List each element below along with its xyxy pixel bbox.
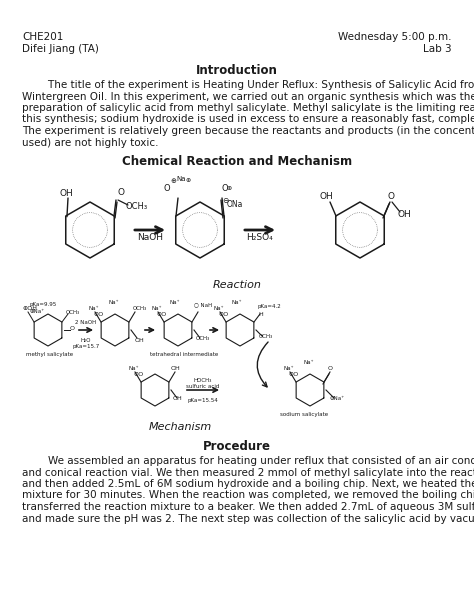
Text: The experiment is relatively green because the reactants and products (in the co: The experiment is relatively green becau… (22, 126, 474, 136)
Text: OCH₃: OCH₃ (133, 306, 147, 311)
Text: O: O (222, 184, 228, 193)
Text: pKa=15.54: pKa=15.54 (188, 398, 219, 403)
Text: methyl salicylate: methyl salicylate (26, 352, 73, 357)
Text: OH: OH (173, 396, 183, 401)
Text: Na: Na (176, 176, 185, 182)
Text: used) are not highly toxic.: used) are not highly toxic. (22, 137, 158, 148)
Text: ⊖: ⊖ (222, 196, 228, 205)
Text: O: O (328, 366, 333, 371)
Text: Difei Jiang (TA): Difei Jiang (TA) (22, 44, 99, 53)
Text: Introduction: Introduction (196, 64, 278, 77)
Text: tetrahedral intermediate: tetrahedral intermediate (150, 352, 218, 357)
Text: Wintergreen Oil. In this experiment, we carried out an organic synthesis which w: Wintergreen Oil. In this experiment, we … (22, 91, 474, 102)
Text: OH: OH (171, 366, 181, 371)
Text: CHE201: CHE201 (22, 32, 64, 42)
Text: transferred the reaction mixture to a beaker. We then added 2.7mL of aqueous 3M : transferred the reaction mixture to a be… (22, 502, 474, 512)
Text: OH: OH (398, 210, 412, 219)
Text: ○ NaH: ○ NaH (194, 302, 212, 307)
Text: O: O (118, 188, 125, 197)
Text: ONa: ONa (227, 200, 243, 209)
Text: and conical reaction vial. We then measured 2 mmol of methyl salicylate into the: and conical reaction vial. We then measu… (22, 468, 474, 478)
Text: Na⁺: Na⁺ (109, 300, 119, 305)
Text: ⊖Na⁺: ⊖Na⁺ (330, 396, 345, 401)
Text: H₂SO₄: H₂SO₄ (246, 233, 273, 242)
Text: O: O (388, 192, 395, 201)
Text: ⊕: ⊕ (185, 178, 190, 183)
Text: Na⁺: Na⁺ (284, 366, 294, 371)
Text: Na⁺: Na⁺ (170, 300, 181, 305)
Text: H: H (258, 312, 263, 317)
Text: ⊖O: ⊖O (156, 312, 166, 317)
Text: sulfuric acid: sulfuric acid (186, 384, 219, 389)
Text: Na⁺: Na⁺ (304, 360, 315, 365)
Text: this synthesis; sodium hydroxide is used in excess to ensure a reasonably fast, : this synthesis; sodium hydroxide is used… (22, 115, 474, 124)
Text: NaOH: NaOH (137, 233, 163, 242)
Text: Procedure: Procedure (203, 440, 271, 453)
Text: ⊕: ⊕ (170, 178, 176, 184)
Text: pKa=9.95: pKa=9.95 (30, 302, 57, 307)
Text: pKa=15.7: pKa=15.7 (73, 344, 100, 349)
Text: Mechanism: Mechanism (148, 422, 211, 432)
Text: OCH₃: OCH₃ (196, 336, 210, 341)
Text: Na⁺: Na⁺ (214, 306, 225, 311)
Text: ⊕OH: ⊕OH (22, 306, 37, 311)
Text: mixture for 30 minutes. When the reaction was completed, we removed the boiling : mixture for 30 minutes. When the reactio… (22, 490, 474, 500)
Text: OCH₃: OCH₃ (126, 202, 148, 211)
Text: OCH₃: OCH₃ (259, 334, 273, 339)
Text: Na⁺: Na⁺ (232, 300, 243, 305)
Text: OH: OH (60, 189, 74, 198)
Text: and made sure the pH was 2. The next step was collection of the salicylic acid b: and made sure the pH was 2. The next ste… (22, 514, 474, 524)
Text: Chemical Reaction and Mechanism: Chemical Reaction and Mechanism (122, 155, 352, 168)
Text: Na⁺: Na⁺ (89, 306, 100, 311)
Text: pKa=4.2: pKa=4.2 (258, 304, 282, 309)
Text: The title of the experiment is Heating Under Reflux: Synthesis of Salicylic Acid: The title of the experiment is Heating U… (22, 80, 474, 90)
Text: ⊕Na⁺: ⊕Na⁺ (30, 309, 45, 314)
Text: HOCH₃: HOCH₃ (194, 378, 212, 383)
Text: We assembled an apparatus for heating under reflux that consisted of an air cond: We assembled an apparatus for heating un… (22, 456, 474, 466)
Text: H₂O: H₂O (81, 338, 91, 343)
Text: and then added 2.5mL of 6M sodium hydroxide and a boiling chip. Next, we heated : and then added 2.5mL of 6M sodium hydrox… (22, 479, 474, 489)
Text: O: O (164, 184, 171, 193)
Text: Reaction: Reaction (212, 280, 262, 290)
Text: ⊖O: ⊖O (288, 372, 298, 377)
Text: OH: OH (135, 338, 145, 343)
Text: preparation of salicylic acid from methyl salicylate. Methyl salicylate is the l: preparation of salicylic acid from methy… (22, 103, 474, 113)
Text: ⊖O: ⊖O (218, 312, 228, 317)
Text: ⊖O: ⊖O (93, 312, 103, 317)
Text: 2 NaOH: 2 NaOH (75, 320, 97, 325)
Text: ⊕: ⊕ (226, 186, 231, 191)
Text: Na⁺: Na⁺ (129, 366, 139, 371)
Text: sodium salicylate: sodium salicylate (280, 412, 328, 417)
Text: Na⁺: Na⁺ (152, 306, 163, 311)
Text: OCH₃: OCH₃ (66, 310, 81, 315)
Text: Lab 3: Lab 3 (423, 44, 452, 53)
Text: ⊖O: ⊖O (133, 372, 143, 377)
Text: Wednesday 5:00 p.m.: Wednesday 5:00 p.m. (338, 32, 452, 42)
Text: O: O (70, 326, 75, 331)
Text: OH: OH (320, 192, 334, 201)
